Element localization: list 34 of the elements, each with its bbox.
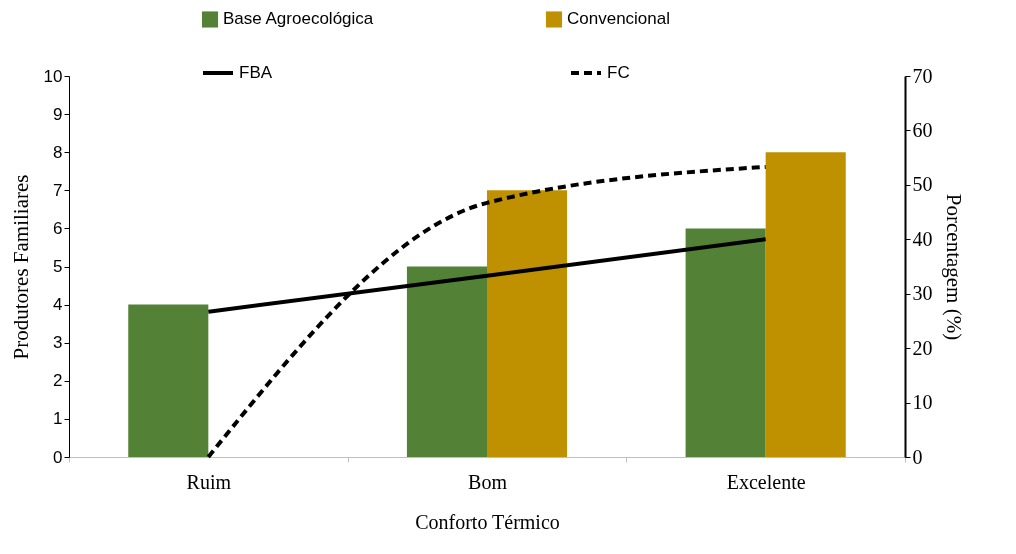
- y-tick-label: 4: [53, 295, 63, 315]
- bar: [765, 152, 846, 457]
- y-tick-label: 0: [53, 447, 63, 467]
- y2-tick-label: 60: [912, 118, 933, 141]
- y2-tick-label: 50: [912, 173, 933, 196]
- y2-axis-title: Porcentagem (%): [941, 193, 966, 341]
- bar: [128, 304, 209, 457]
- y-tick-label: 6: [53, 218, 63, 238]
- y-axis-title: Produtores Familiares: [8, 174, 33, 360]
- y2-tick-label: 0: [912, 445, 923, 468]
- y-tick-label: 9: [53, 104, 63, 124]
- x-tick-label: Bom: [468, 470, 508, 493]
- x-axis-title: Conforto Térmico: [415, 510, 560, 533]
- x-tick-label: Excelente: [726, 470, 806, 493]
- y2-tick-label: 30: [912, 282, 933, 305]
- bar: [685, 228, 766, 457]
- y-tick-label: 7: [53, 180, 63, 200]
- legend-label: FC: [607, 63, 630, 82]
- y2-tick-label: 70: [912, 64, 933, 87]
- y-tick-label: 3: [53, 333, 63, 353]
- y-tick-label: 1: [53, 409, 63, 429]
- legend-label: FBA: [239, 63, 273, 82]
- y-tick-label: 10: [43, 66, 63, 86]
- x-tick-label: Ruim: [186, 470, 232, 493]
- legend-label: Convencional: [567, 9, 671, 29]
- legend-label: Base Agroecológica: [223, 9, 374, 29]
- y-tick-label: 8: [53, 142, 63, 162]
- y2-tick-label: 40: [912, 227, 933, 250]
- bar: [487, 190, 568, 457]
- y-tick-label: 5: [53, 257, 63, 276]
- y2-tick-label: 20: [912, 336, 933, 359]
- bar: [406, 266, 487, 457]
- y2-tick-label: 10: [912, 391, 933, 414]
- y-tick-label: 2: [53, 371, 63, 391]
